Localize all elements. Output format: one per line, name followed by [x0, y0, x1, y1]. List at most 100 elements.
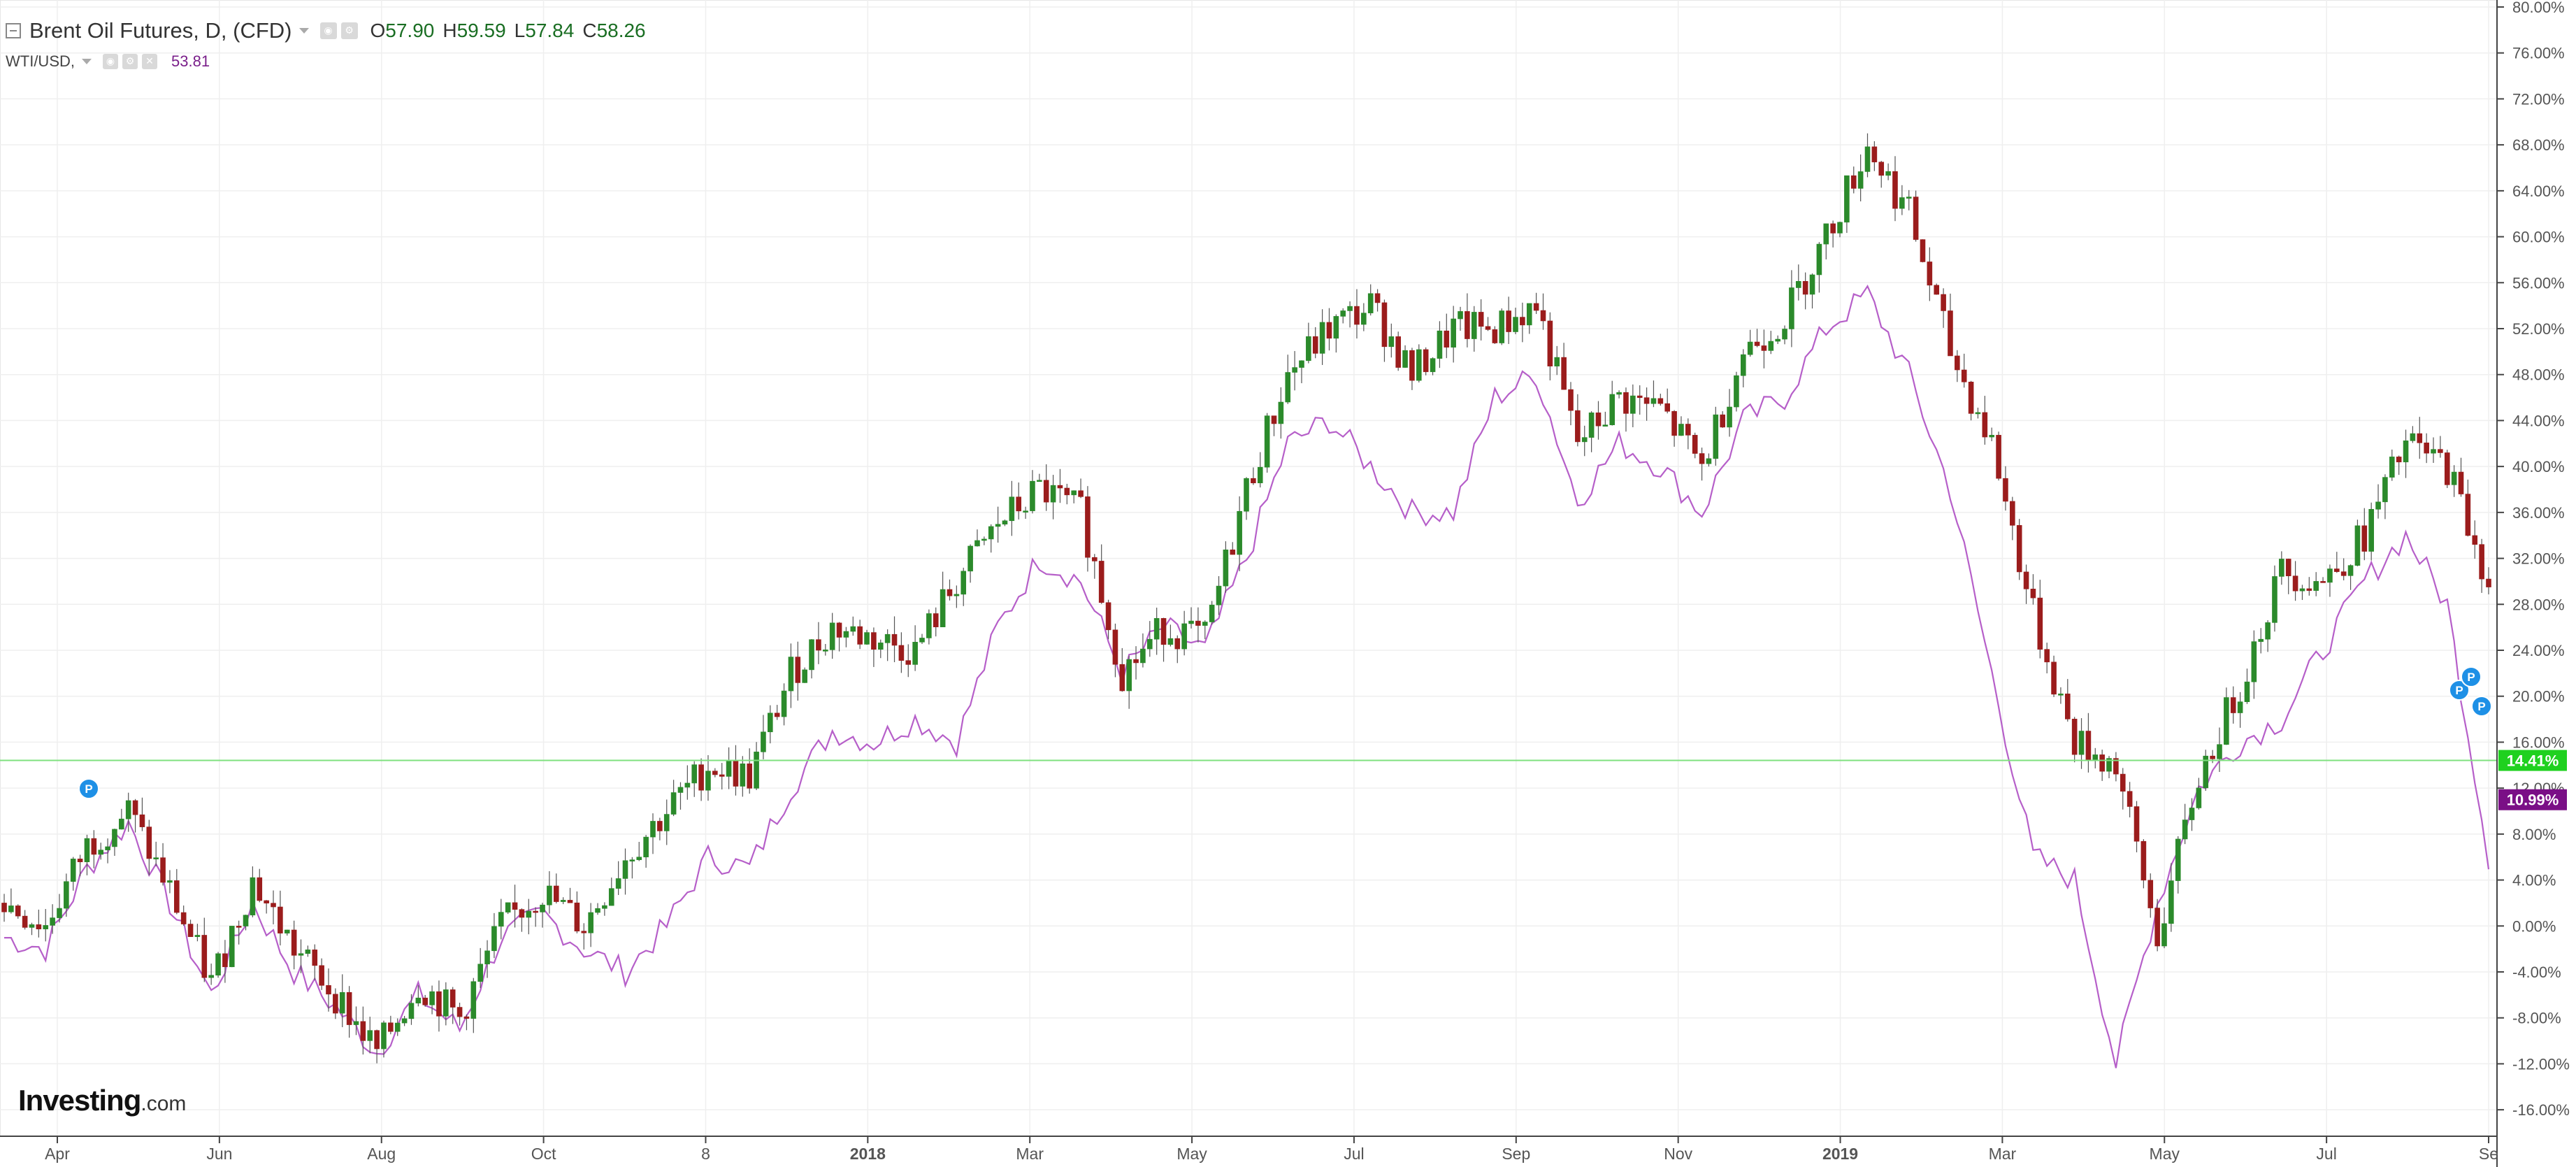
candle-up [1857, 171, 1864, 189]
candle-up [2382, 477, 2388, 503]
candle-down [456, 1007, 463, 1017]
candle-up [940, 589, 946, 627]
candle-down [264, 900, 269, 904]
candle-up [1416, 349, 1422, 381]
candle-down [1961, 369, 1967, 382]
comparison-menu-icon[interactable] [82, 59, 92, 64]
candle-down [2230, 697, 2236, 713]
candle-down [891, 633, 898, 646]
candle-up [353, 1021, 359, 1025]
candle-down [1057, 485, 1063, 489]
candle-down [2099, 754, 2105, 772]
candle-down [2120, 773, 2126, 792]
candle-down [278, 906, 283, 933]
investing-logo: Investing.com [18, 1084, 187, 1117]
candle-up [560, 900, 566, 902]
candle-up [1471, 312, 1477, 339]
candle-down [2285, 559, 2291, 577]
candle-down [132, 800, 138, 815]
candle-up [1609, 394, 1616, 425]
y-axis[interactable]: 80.00% 76.00% 72.00% 68.00% 64.00% 60.00% 56.0… [2496, 0, 2570, 1167]
candle-down [2044, 649, 2050, 663]
candle-up [119, 818, 124, 830]
candle-up [243, 915, 249, 926]
candle-up [1388, 336, 1395, 348]
candle-down [519, 909, 525, 918]
candle-up [2182, 819, 2188, 840]
x-axis[interactable]: Apr Jun Aug Oct 8 2018 Mar May Jul Sep Nov 2019 Mar M… [0, 1136, 2498, 1163]
event-marker[interactable] [2461, 666, 2482, 687]
event-marker[interactable] [2449, 680, 2470, 701]
candle-up [505, 902, 511, 912]
candle-up [105, 846, 110, 850]
settings-icon[interactable]: ⚙ [340, 22, 358, 39]
candle-up [663, 814, 670, 831]
candle-down [2458, 471, 2464, 494]
candle-up [2354, 525, 2361, 566]
candle-up [1216, 585, 1222, 606]
comparison-value: 53.81 [171, 52, 210, 70]
brent-candlestick-series [1, 133, 2491, 1064]
candle-up [1588, 413, 1595, 438]
event-marker[interactable] [2471, 696, 2492, 717]
candle-down [2472, 535, 2478, 545]
candle-down [1575, 410, 1581, 443]
candle-down [319, 965, 324, 986]
instrument-title[interactable]: Brent Oil Futures, D, (CFD) [29, 18, 292, 43]
candle-down [1802, 280, 1808, 295]
candle-up [57, 908, 62, 918]
collapse-legend-button[interactable] [6, 23, 21, 38]
ohlc-open: O57.90 [370, 20, 435, 41]
candle-up [2265, 622, 2271, 640]
candle-down [1754, 341, 1760, 346]
candle-up [153, 857, 159, 859]
candle-up [650, 821, 656, 838]
candle-up [622, 860, 628, 879]
instrument-menu-icon[interactable] [298, 28, 309, 34]
y-tick-label: -16.00% [2512, 1101, 2570, 1119]
y-tick-label: 32.00% [2512, 550, 2565, 568]
event-marker[interactable] [78, 778, 99, 799]
close-icon[interactable]: ✕ [142, 54, 157, 69]
candle-up [670, 792, 677, 815]
wti-line-series [4, 285, 2490, 1068]
candle-up [167, 880, 173, 883]
candle-down [312, 950, 318, 966]
grid-lines [0, 0, 2498, 1137]
y-tick-label: 44.00% [2512, 412, 2565, 429]
candle-down [2134, 806, 2140, 842]
eye-icon[interactable]: ◉ [319, 22, 337, 39]
candle-up [229, 926, 235, 968]
y-tick-label: 4.00% [2512, 872, 2556, 889]
eye-icon[interactable]: ◉ [103, 54, 118, 69]
candle-down [1892, 171, 1898, 209]
plot-frame [0, 0, 2498, 1137]
settings-icon[interactable]: ⚙ [122, 54, 138, 69]
candle-up [2196, 787, 2202, 808]
y-tick-label: 28.00% [2512, 596, 2565, 613]
candle-up [1299, 360, 1304, 368]
candle-up [768, 713, 773, 733]
x-tick-label: 8 [701, 1145, 710, 1163]
x-tick-label: Sep [1502, 1145, 1530, 1163]
candle-up [408, 1003, 415, 1019]
candle-down [795, 657, 801, 683]
candle-up [401, 1018, 408, 1024]
x-tick-label: 2019 [1822, 1145, 1858, 1163]
candle-up [1713, 414, 1719, 459]
candle-up [2410, 433, 2416, 441]
candle-down [1098, 561, 1104, 603]
candle-down [712, 771, 718, 775]
candle-down [257, 877, 263, 901]
candle-up [1899, 197, 1905, 209]
candle-up [194, 935, 201, 937]
y-tick-label: 8.00% [2512, 826, 2556, 843]
comparison-symbol[interactable]: WTI/USD, [6, 52, 75, 70]
candle-up [1319, 322, 1325, 354]
candle-up [1340, 310, 1346, 317]
candle-down [898, 645, 905, 661]
candle-down [2438, 449, 2443, 453]
candle-up [84, 838, 90, 862]
